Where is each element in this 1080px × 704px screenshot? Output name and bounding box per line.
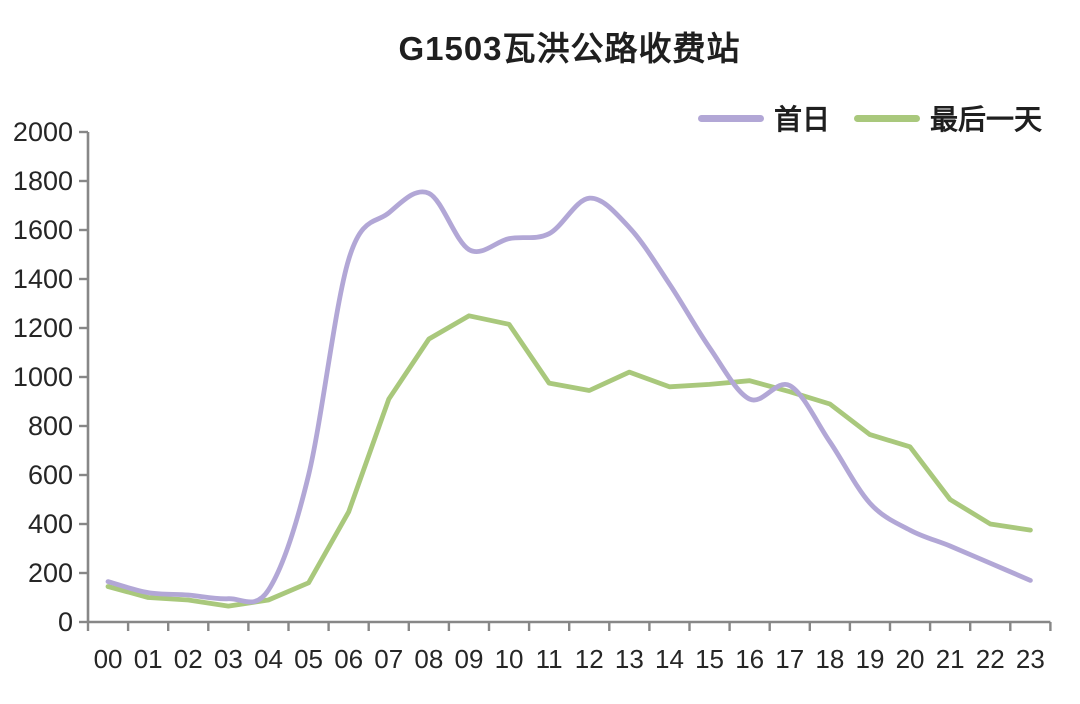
- x-axis-tick-label: 02: [174, 644, 203, 674]
- x-axis-tick-label: 19: [855, 644, 884, 674]
- y-axis-tick-label: 1600: [13, 215, 73, 245]
- x-axis-tick-label: 12: [575, 644, 604, 674]
- x-axis-tick-label: 04: [254, 644, 283, 674]
- y-axis-tick-label: 800: [28, 411, 73, 441]
- x-axis-tick-label: 07: [374, 644, 403, 674]
- legend-item-last-day: 最后一天: [853, 98, 1042, 138]
- legend-item-first-day: 首日: [697, 98, 830, 138]
- x-axis-tick-label: 22: [976, 644, 1005, 674]
- x-axis-tick-label: 03: [214, 644, 243, 674]
- series-line-first-day: [105, 189, 1033, 605]
- y-axis-tick-label: 400: [28, 509, 73, 539]
- chart-title: G1503瓦洪公路收费站: [398, 30, 741, 67]
- x-axis-tick-label: 23: [1016, 644, 1045, 674]
- x-axis-tick-label: 18: [815, 644, 844, 674]
- x-axis-tick-label: 16: [735, 644, 764, 674]
- y-axis-tick-label: 2000: [13, 117, 73, 147]
- x-axis-tick-label: 09: [454, 644, 483, 674]
- x-axis-tick-label: 01: [134, 644, 163, 674]
- x-axis-tick-label: 06: [334, 644, 363, 674]
- first-day-line-swatch-icon: [697, 114, 764, 122]
- x-axis-tick-label: 14: [655, 644, 684, 674]
- x-axis-tick-label: 13: [615, 644, 644, 674]
- last-day-line-swatch-icon: [853, 114, 920, 122]
- y-axis-tick-label: 1200: [13, 313, 73, 343]
- y-axis-tick-label: 600: [28, 460, 73, 490]
- x-axis-tick-label: 17: [775, 644, 804, 674]
- series-line-last-day: [105, 313, 1033, 609]
- x-axis-tick-label: 21: [936, 644, 965, 674]
- x-axis-tick-label: 10: [495, 644, 524, 674]
- legend: 首日 最后一天: [697, 98, 1042, 138]
- y-axis-tick-label: 200: [28, 558, 73, 588]
- y-axis-tick-label: 1800: [13, 166, 73, 196]
- y-axis-tick-label: 1000: [13, 362, 73, 392]
- legend-label-first-day: 首日: [773, 104, 830, 135]
- legend-label-last-day: 最后一天: [929, 104, 1042, 135]
- x-axis-tick-label: 08: [414, 644, 443, 674]
- x-axis-tick-label: 00: [94, 644, 123, 674]
- x-axis-tick-label: 11: [536, 644, 563, 674]
- x-axis-tick-label: 15: [695, 644, 724, 674]
- y-axis-tick-label: 1400: [13, 264, 73, 294]
- y-axis-tick-label: 0: [58, 607, 73, 637]
- x-axis-tick-label: 05: [294, 644, 323, 674]
- x-axis-tick-label: 20: [896, 644, 925, 674]
